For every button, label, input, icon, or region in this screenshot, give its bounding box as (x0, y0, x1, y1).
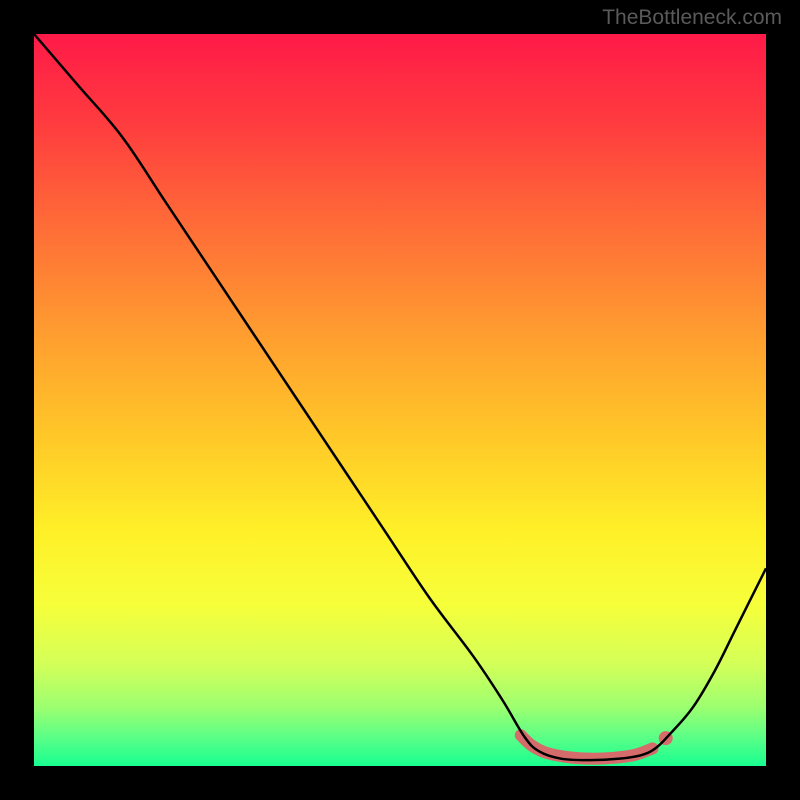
highlight-band (521, 735, 653, 758)
watermark-text: TheBottleneck.com (602, 6, 782, 30)
plot-area (34, 34, 766, 766)
bottleneck-curve (34, 34, 766, 760)
curve-layer (34, 34, 766, 766)
